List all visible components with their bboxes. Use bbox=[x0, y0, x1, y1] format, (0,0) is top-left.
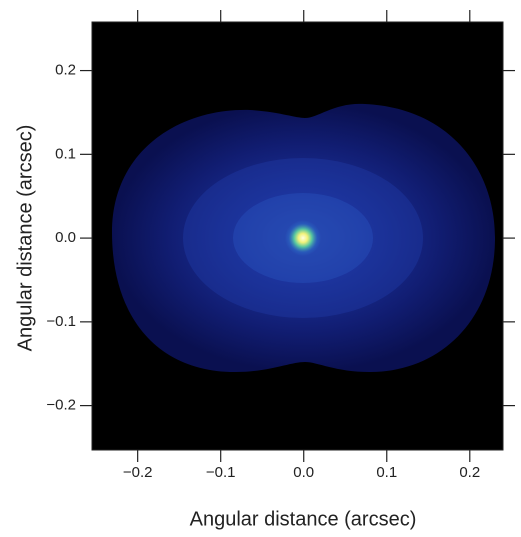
x-tick-label: 0.0 bbox=[293, 464, 314, 481]
y-tick-label: −0.2 bbox=[46, 397, 76, 414]
x-tick-label: 0.2 bbox=[459, 464, 480, 481]
y-tick-label: 0.1 bbox=[55, 145, 76, 162]
plot-frame bbox=[91, 21, 504, 451]
x-tick-label: −0.1 bbox=[206, 464, 236, 481]
x-tick-label: −0.2 bbox=[123, 464, 153, 481]
y-tick-label: 0.2 bbox=[55, 62, 76, 79]
y-tick-label: −0.1 bbox=[46, 313, 76, 330]
x-tick-label: 0.1 bbox=[376, 464, 397, 481]
y-tick-label: 0.0 bbox=[55, 229, 76, 246]
emission-image bbox=[112, 103, 496, 372]
x-axis-title: Angular distance (arcsec) bbox=[190, 508, 417, 530]
y-axis-title: Angular distance (arcsec) bbox=[14, 125, 36, 352]
